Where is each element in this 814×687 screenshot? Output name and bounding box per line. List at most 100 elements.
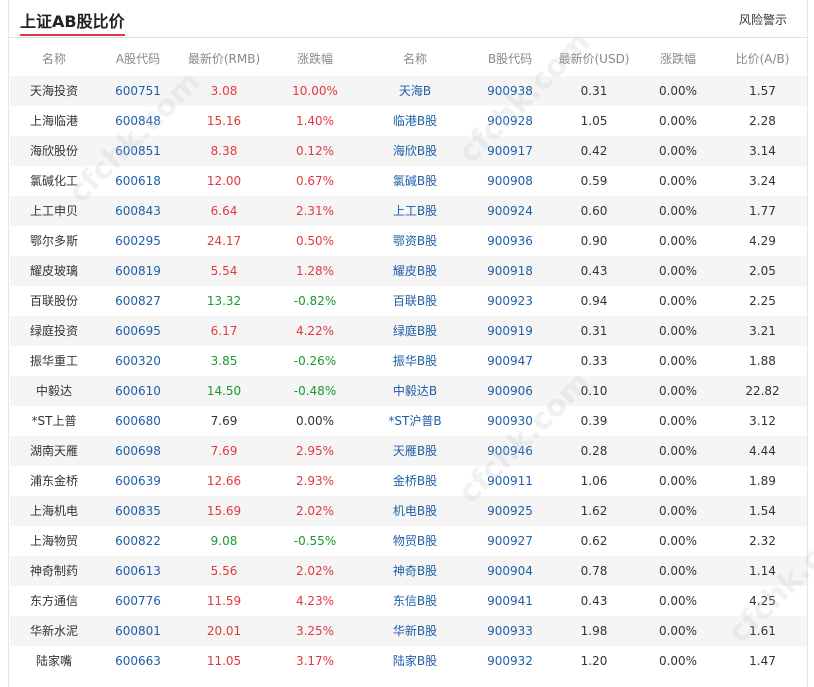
b-share-name[interactable]: *ST沪普B <box>388 414 442 428</box>
a-share-name[interactable]: 鄂尔多斯 <box>29 234 78 248</box>
a-share-name[interactable]: 耀皮玻璃 <box>29 264 78 278</box>
a-share-code[interactable]: 600776 <box>115 594 161 608</box>
b-share-code[interactable]: 900918 <box>487 264 533 278</box>
b-share-code[interactable]: 900927 <box>487 534 533 548</box>
a-share-code[interactable]: 600801 <box>115 624 161 638</box>
b-share-name[interactable]: 耀皮B股 <box>392 264 438 278</box>
b-share-code[interactable]: 900924 <box>487 204 533 218</box>
b-share-name[interactable]: 天海B <box>398 84 432 98</box>
b-share-code[interactable]: 900933 <box>487 624 533 638</box>
b-share-code[interactable]: 900908 <box>487 174 533 188</box>
b-share-name[interactable]: 神奇B股 <box>392 564 438 578</box>
b-share-code[interactable]: 900923 <box>487 294 533 308</box>
a-share-name[interactable]: 绿庭投资 <box>29 324 78 338</box>
a-share-name[interactable]: 上海物贸 <box>29 534 78 548</box>
b-share-name[interactable]: 海欣B股 <box>392 144 438 158</box>
table-row[interactable]: 湖南天雁 600698 7.69 2.95% 天雁B股 900946 0.28 0.00% 4.… <box>10 436 807 466</box>
a-share-name[interactable]: 振华重工 <box>29 354 78 368</box>
a-share-code[interactable]: 600819 <box>115 264 161 278</box>
table-row[interactable]: 上海物贸 600822 9.08 -0.55% 物贸B股 900927 0.62 0.00% 2… <box>10 526 807 556</box>
table-row[interactable]: 东方通信 600776 11.59 4.23% 东信B股 900941 0.43 0.00% 4… <box>10 586 807 616</box>
a-share-name[interactable]: 百联股份 <box>29 294 78 308</box>
table-row[interactable]: *ST上普 600680 7.69 0.00% *ST沪普B 900930 0.39 0.00… <box>10 406 807 436</box>
a-share-name[interactable]: 海欣股份 <box>29 144 78 158</box>
a-share-name[interactable]: 上工申贝 <box>29 204 78 218</box>
a-share-code[interactable]: 600639 <box>115 474 161 488</box>
table-row[interactable]: 华新水泥 600801 20.01 3.25% 华新B股 900933 1.98 0.00% 1… <box>10 616 807 646</box>
table-row[interactable]: 耀皮玻璃 600819 5.54 1.28% 耀皮B股 900918 0.43 0.00% 2.… <box>10 256 807 286</box>
table-row[interactable]: 上海临港 600848 15.16 1.40% 临港B股 900928 1.05 0.00% 2… <box>10 106 807 136</box>
a-share-code[interactable]: 600698 <box>115 444 161 458</box>
table-row[interactable]: 上海机电 600835 15.69 2.02% 机电B股 900925 1.62 0.00% 1… <box>10 496 807 526</box>
b-share-code[interactable]: 900911 <box>487 474 533 488</box>
a-share-code[interactable]: 600695 <box>115 324 161 338</box>
a-share-code[interactable]: 600618 <box>115 174 161 188</box>
b-share-name[interactable]: 东信B股 <box>392 594 438 608</box>
b-share-name[interactable]: 华新B股 <box>392 624 438 638</box>
a-share-name[interactable]: 陆家嘴 <box>35 654 72 668</box>
table-row[interactable]: 上工申贝 600843 6.64 2.31% 上工B股 900924 0.60 0.00% 1.… <box>10 196 807 226</box>
b-share-code[interactable]: 900946 <box>487 444 533 458</box>
b-share-name[interactable]: 中毅达B <box>392 384 438 398</box>
table-row[interactable]: 海欣股份 600851 8.38 0.12% 海欣B股 900917 0.42 0.00% 3.… <box>10 136 807 166</box>
a-share-code[interactable]: 600680 <box>115 414 161 428</box>
a-share-name[interactable]: 上海临港 <box>29 114 78 128</box>
b-share-name[interactable]: 陆家B股 <box>392 654 438 668</box>
a-share-code[interactable]: 600835 <box>115 504 161 518</box>
b-share-name[interactable]: 金桥B股 <box>392 474 438 488</box>
table-row[interactable]: 氯碱化工 600618 12.00 0.67% 氯碱B股 900908 0.59 0.00% 3… <box>10 166 807 196</box>
table-row[interactable]: 神奇制药 600613 5.56 2.02% 神奇B股 900904 0.78 0.00% 1.… <box>10 556 807 586</box>
a-share-name[interactable]: 天海投资 <box>29 84 78 98</box>
table-row[interactable]: 鄂尔多斯 600295 24.17 0.50% 鄂资B股 900936 0.90 0.00% 4… <box>10 226 807 256</box>
a-share-code[interactable]: 600295 <box>115 234 161 248</box>
b-share-code[interactable]: 900932 <box>487 654 533 668</box>
table-row[interactable]: 绿庭投资 600695 6.17 4.22% 绿庭B股 900919 0.31 0.00% 3.… <box>10 316 807 346</box>
b-share-code[interactable]: 900947 <box>487 354 533 368</box>
b-share-name[interactable]: 物贸B股 <box>392 534 438 548</box>
b-share-code[interactable]: 900938 <box>487 84 533 98</box>
a-share-name[interactable]: 上海机电 <box>29 504 78 518</box>
b-share-name[interactable]: 绿庭B股 <box>392 324 438 338</box>
b-share-code[interactable]: 900936 <box>487 234 533 248</box>
a-share-name[interactable]: 湖南天雁 <box>29 444 78 458</box>
a-share-code[interactable]: 600610 <box>115 384 161 398</box>
table-row[interactable]: 中毅达 600610 14.50 -0.48% 中毅达B 900906 0.10 0.00% 2… <box>10 376 807 406</box>
a-share-code[interactable]: 600851 <box>115 144 161 158</box>
b-share-code[interactable]: 900930 <box>487 414 533 428</box>
b-share-code[interactable]: 900941 <box>487 594 533 608</box>
table-row[interactable]: 陆家嘴 600663 11.05 3.17% 陆家B股 900932 1.20 0.00% 1.… <box>10 646 807 676</box>
a-share-code[interactable]: 600320 <box>115 354 161 368</box>
a-share-name[interactable]: 浦东金桥 <box>29 474 78 488</box>
a-share-code[interactable]: 600613 <box>115 564 161 578</box>
table-row[interactable]: 振华重工 600320 3.85 -0.26% 振华B股 900947 0.33 0.00% 1… <box>10 346 807 376</box>
risk-warning-link[interactable]: 风险警示 <box>738 13 787 27</box>
b-share-name[interactable]: 鄂资B股 <box>392 234 438 248</box>
a-share-code[interactable]: 600822 <box>115 534 161 548</box>
b-share-name[interactable]: 上工B股 <box>392 204 438 218</box>
a-share-code[interactable]: 600663 <box>115 654 161 668</box>
b-share-name[interactable]: 振华B股 <box>392 354 438 368</box>
a-share-code[interactable]: 600848 <box>115 114 161 128</box>
a-share-code[interactable]: 600827 <box>115 294 161 308</box>
b-share-code[interactable]: 900919 <box>487 324 533 338</box>
b-share-code[interactable]: 900928 <box>487 114 533 128</box>
b-share-name[interactable]: 临港B股 <box>392 114 438 128</box>
b-share-code[interactable]: 900904 <box>487 564 533 578</box>
b-share-code[interactable]: 900906 <box>487 384 533 398</box>
b-share-code[interactable]: 900925 <box>487 504 533 518</box>
b-share-name[interactable]: 天雁B股 <box>392 444 438 458</box>
b-share-name[interactable]: 百联B股 <box>392 294 438 308</box>
a-share-name[interactable]: 氯碱化工 <box>29 174 78 188</box>
b-share-name[interactable]: 氯碱B股 <box>392 174 438 188</box>
a-share-name[interactable]: 华新水泥 <box>29 624 78 638</box>
a-share-name[interactable]: 东方通信 <box>29 594 78 608</box>
a-share-name[interactable]: 神奇制药 <box>29 564 78 578</box>
table-row[interactable]: 百联股份 600827 13.32 -0.82% 百联B股 900923 0.94 0.00%… <box>10 286 807 316</box>
a-share-name[interactable]: *ST上普 <box>31 414 77 428</box>
table-row[interactable]: 浦东金桥 600639 12.66 2.93% 金桥B股 900911 1.06 0.00% 1… <box>10 466 807 496</box>
a-share-code[interactable]: 600843 <box>115 204 161 218</box>
a-share-code[interactable]: 600751 <box>115 84 161 98</box>
b-share-name[interactable]: 机电B股 <box>392 504 438 518</box>
b-share-code[interactable]: 900917 <box>487 144 533 158</box>
table-row[interactable]: 天海投资 600751 3.08 10.00% 天海B 900938 0.31 0.00% 1.… <box>10 76 807 106</box>
